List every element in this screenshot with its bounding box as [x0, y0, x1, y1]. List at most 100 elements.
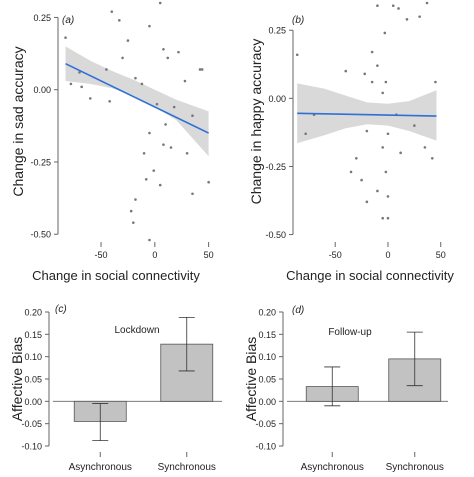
data-point [105, 68, 108, 71]
data-point [386, 216, 390, 220]
y-tick-label: 0.00 [258, 397, 276, 407]
data-point [142, 151, 146, 155]
data-point [344, 69, 348, 73]
y-tick-label: -0.25 [30, 157, 51, 167]
x-tick-label: 50 [204, 250, 214, 260]
data-point [162, 47, 165, 51]
data-point [108, 99, 111, 103]
data-point [172, 105, 176, 109]
x-tick-label: 0 [385, 250, 390, 260]
x-tick-label: -50 [95, 250, 108, 260]
data-point [295, 53, 299, 57]
y-tick-label: 0.25 [268, 26, 286, 36]
data-point [425, 1, 429, 5]
y-tick-label: 0.20 [258, 308, 276, 318]
data-point [381, 91, 384, 95]
y-axis-label: Affective Bias [243, 337, 259, 422]
panel-4: (d) -0.10 -0.05 0.00 0.05 0.10 0.15 0.20 Affecti… [243, 305, 448, 473]
data-point [418, 15, 421, 18]
data-point [200, 68, 204, 71]
data-point [185, 151, 189, 155]
data-point [148, 238, 151, 242]
y-tick-label: 0.00 [33, 85, 51, 95]
data-point [121, 56, 124, 60]
data-point [349, 170, 353, 174]
data-point [434, 80, 437, 84]
data-point [183, 79, 187, 83]
y-tick-label: -0.10 [21, 442, 42, 452]
data-point [386, 195, 390, 198]
y-tick-label: 0.15 [258, 330, 276, 340]
panel-3: (c) -0.10 -0.05 0.00 0.05 0.10 0.15 0.20 Affecti… [9, 304, 222, 473]
data-point [360, 178, 363, 182]
data-point [423, 146, 427, 149]
data-point [158, 1, 162, 5]
data-point [162, 143, 165, 146]
data-point [365, 200, 369, 204]
data-point [64, 36, 67, 39]
data-point [88, 97, 92, 100]
x-tick-label: -50 [329, 250, 342, 260]
y-tick-label: 0.25 [33, 13, 51, 23]
x-tick-label: 0 [152, 250, 157, 260]
panel-label: (c) [55, 304, 67, 315]
data-point [191, 114, 194, 118]
y-tick-label: 0.05 [258, 375, 276, 385]
data-point [376, 4, 379, 8]
data-point [386, 132, 390, 136]
data-point [384, 80, 388, 84]
data-point [355, 156, 358, 160]
data-point [370, 50, 374, 54]
y-tick-label: 0.10 [258, 352, 276, 362]
data-point [405, 18, 409, 21]
panel-2: (b) -0.50 -0.25 0.00 0.25 Change in happy acc… [248, 1, 454, 283]
y-tick-label: 0.00 [268, 94, 286, 104]
category-label: Asynchronous [69, 462, 132, 473]
data-point [134, 76, 137, 80]
panel-label: (a) [62, 15, 74, 26]
x-axis-label: Change in social connectivity [286, 268, 454, 283]
data-point [381, 146, 384, 149]
data-point [391, 4, 395, 8]
data-point [384, 170, 388, 174]
y-tick-label: 0.20 [24, 308, 42, 318]
confidence-band [65, 46, 209, 157]
data-point [148, 131, 151, 135]
data-point [397, 7, 400, 10]
data-point [126, 39, 130, 42]
panel-label: (b) [292, 15, 304, 26]
data-point [69, 82, 73, 86]
data-point [191, 192, 194, 196]
data-point [158, 183, 162, 187]
category-label: Asynchronous [301, 462, 364, 473]
data-point [370, 80, 374, 84]
y-axis-label: Change in happy accuracy [248, 39, 264, 205]
y-tick-label: 0.15 [24, 330, 42, 340]
y-tick-label: -0.10 [255, 442, 276, 452]
data-point [169, 146, 173, 149]
y-tick-label: 0.10 [24, 352, 42, 362]
data-point [164, 123, 167, 126]
data-point [78, 71, 81, 74]
panel-label: (d) [292, 305, 304, 316]
data-point [383, 31, 387, 35]
data-point [381, 216, 384, 220]
panel-1: (a) -0.50 -0.25 0.00 0.25 Change in sad accur… [10, 1, 214, 283]
y-tick-label: 0.00 [24, 397, 42, 407]
data-point [376, 189, 379, 193]
y-axis-label: Change in sad accuracy [10, 46, 26, 196]
data-point [118, 19, 121, 22]
data-point [140, 82, 144, 86]
data-point [132, 221, 135, 224]
data-point [129, 209, 133, 213]
confidence-band [297, 83, 437, 144]
data-point [198, 68, 202, 71]
data-point [430, 156, 434, 160]
data-point [363, 72, 367, 76]
data-point [177, 50, 180, 54]
data-point [376, 64, 379, 67]
regression-line [65, 62, 209, 134]
data-point [152, 169, 156, 172]
y-tick-label: -0.05 [21, 419, 42, 429]
